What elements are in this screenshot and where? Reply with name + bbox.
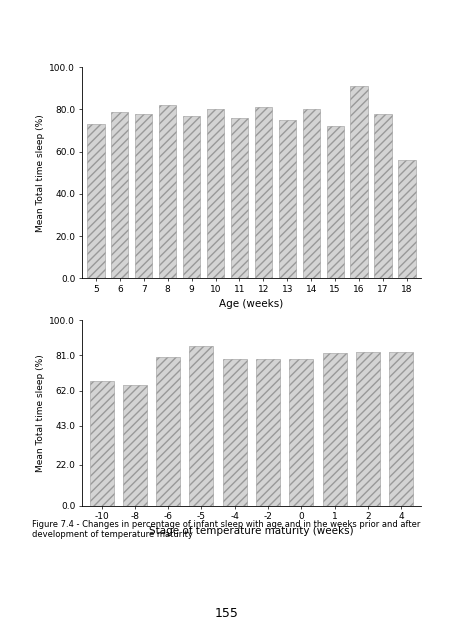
Bar [135,114,152,278]
Bar [398,160,415,278]
X-axis label: Age (weeks): Age (weeks) [219,300,284,309]
Bar [231,118,248,278]
Bar [256,359,280,506]
Bar [255,108,272,278]
Bar [123,385,147,506]
Bar [323,353,347,506]
Y-axis label: Mean Total time sleep (%): Mean Total time sleep (%) [36,354,45,472]
Bar [356,351,380,506]
Y-axis label: Mean Total time sleep (%): Mean Total time sleep (%) [36,114,45,232]
Bar [289,359,313,506]
Bar [156,357,180,506]
Bar [303,109,320,278]
Bar [183,116,200,278]
Text: Figure 7.4 - Changes in percentage of infant sleep with age and in the weeks pri: Figure 7.4 - Changes in percentage of in… [32,520,420,539]
Bar [223,359,247,506]
Bar [351,86,368,278]
Bar [90,381,114,506]
Bar [111,111,129,278]
Bar [207,109,224,278]
Bar [159,105,176,278]
Bar [374,114,392,278]
Bar [389,351,413,506]
Text: 155: 155 [215,607,238,620]
Bar [87,124,105,278]
Bar [189,346,213,506]
Bar [279,120,296,278]
X-axis label: Stage of temperature maturity (weeks): Stage of temperature maturity (weeks) [149,527,354,536]
Bar [327,126,344,278]
